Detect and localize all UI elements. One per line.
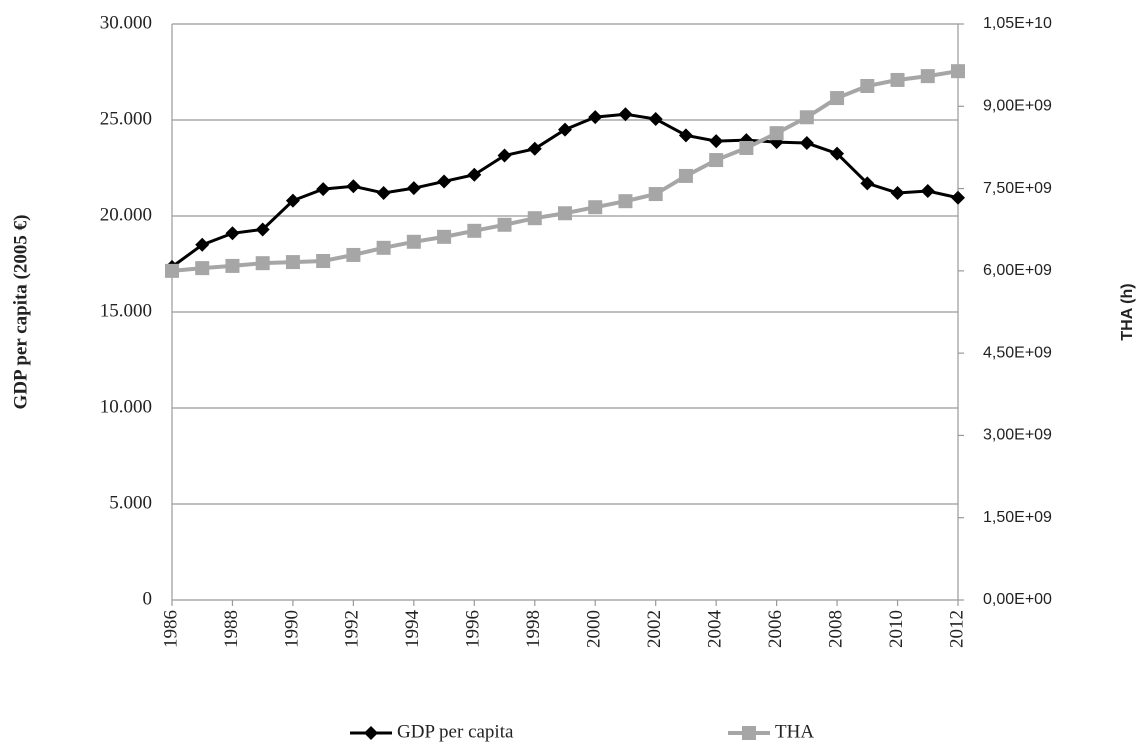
x-tick-label: 2008: [825, 610, 846, 648]
data-point: [437, 174, 452, 189]
x-tick-label: 2000: [584, 610, 605, 648]
y-tick-label: 30.000: [100, 12, 152, 33]
x-tick-label: 2002: [644, 610, 665, 648]
y-tick-label: 0: [143, 588, 153, 609]
x-tick-label: 1986: [160, 610, 181, 648]
legend-marker: [364, 726, 378, 740]
x-tick-label: 2012: [946, 610, 967, 648]
legend-marker: [742, 726, 756, 740]
data-point: [316, 182, 331, 197]
data-point: [890, 185, 905, 200]
x-tick-label: 2004: [705, 610, 726, 649]
y2-tick-label: 3,00E+09: [983, 427, 1052, 444]
data-point: [860, 78, 875, 93]
data-point: [920, 69, 935, 84]
y-tick-label: 10.000: [100, 396, 152, 417]
data-point: [195, 261, 210, 276]
x-tick-label: 1992: [342, 610, 363, 648]
y2-tick-label: 0,00E+00: [983, 591, 1052, 608]
x-tick-label: 2006: [765, 610, 786, 648]
data-point: [346, 179, 361, 194]
data-point: [376, 240, 391, 255]
data-point: [769, 126, 784, 141]
data-point: [195, 237, 210, 252]
data-point: [678, 128, 693, 143]
data-point: [830, 146, 845, 161]
y2-tick-label: 1,05E+10: [983, 15, 1052, 32]
x-tick-label: 2010: [886, 610, 907, 648]
data-point: [739, 140, 754, 155]
data-point: [648, 187, 663, 202]
data-point: [316, 253, 331, 268]
y2-tick-label: 6,00E+09: [983, 262, 1052, 279]
legend-label: GDP per capita: [397, 721, 514, 742]
data-point: [678, 168, 693, 183]
data-point: [285, 255, 300, 270]
data-point: [558, 122, 572, 137]
data-point: [618, 107, 633, 122]
x-tick-label: 1996: [463, 610, 484, 648]
y-tick-label: 5.000: [109, 492, 152, 513]
data-point: [527, 141, 542, 156]
y-tick-label: 15.000: [100, 300, 152, 321]
data-point: [497, 148, 512, 163]
data-point: [830, 91, 845, 106]
data-point: [618, 194, 633, 209]
data-point: [860, 176, 875, 191]
data-point: [376, 185, 391, 200]
data-point: [588, 200, 603, 215]
y-tick-label: 25.000: [100, 108, 152, 129]
data-point: [255, 256, 270, 271]
data-point: [467, 223, 482, 238]
x-tick-label: 1988: [221, 610, 242, 648]
data-point: [346, 247, 361, 262]
data-point: [799, 136, 814, 151]
data-point: [285, 193, 300, 208]
data-point: [648, 112, 663, 127]
data-point: [920, 184, 935, 199]
data-point: [497, 217, 512, 232]
data-point: [951, 64, 965, 79]
data-point: [558, 206, 572, 221]
data-point: [406, 234, 421, 249]
data-point: [165, 263, 179, 278]
data-point: [406, 181, 421, 196]
data-point: [951, 190, 965, 205]
y2-tick-label: 9,00E+09: [983, 98, 1052, 115]
data-point: [437, 229, 452, 244]
y2-tick-label: 7,50E+09: [983, 180, 1052, 197]
x-tick-label: 1998: [523, 610, 544, 648]
y2-tick-label: 1,50E+09: [983, 509, 1052, 526]
data-point: [225, 258, 240, 273]
data-point: [527, 211, 542, 226]
data-point: [467, 167, 482, 182]
x-tick-label: 1994: [402, 610, 423, 649]
y-tick-label: 20.000: [100, 204, 152, 225]
y-axis-title: GDP per capita (2005 €): [10, 215, 31, 410]
data-point: [255, 222, 270, 237]
data-point: [225, 226, 240, 241]
data-point: [799, 110, 814, 125]
data-point: [890, 72, 905, 87]
y2-axis-title: THA (h): [1119, 283, 1136, 340]
data-point: [709, 153, 724, 168]
y2-tick-label: 4,50E+09: [983, 344, 1052, 361]
data-point: [709, 134, 724, 149]
x-tick-label: 1990: [281, 610, 302, 648]
data-point: [588, 110, 603, 125]
legend-label: THA: [775, 721, 814, 742]
series-line: [171, 112, 959, 269]
